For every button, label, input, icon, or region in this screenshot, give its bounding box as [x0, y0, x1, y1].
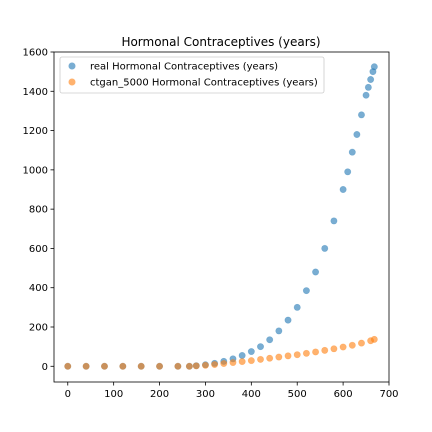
data-point-series-0 [302, 287, 310, 295]
data-point-series-0 [364, 83, 372, 91]
data-point-series-0 [266, 336, 274, 344]
legend-label-real: real Hormonal Contraceptives (years) [90, 62, 278, 73]
x-tick-label: 700 [379, 389, 398, 400]
data-point-series-1 [357, 339, 365, 347]
data-point-series-1 [185, 362, 193, 370]
data-point-series-1 [174, 362, 182, 370]
data-point-series-0 [284, 316, 292, 324]
legend: real Hormonal Contraceptives (years) ctg… [59, 56, 325, 94]
data-point-series-1 [293, 351, 301, 359]
data-point-series-1 [257, 355, 265, 363]
y-tick-label: 1600 [23, 48, 48, 59]
y-tick-label: 800 [29, 205, 48, 216]
legend-box [59, 56, 325, 94]
data-point-series-0 [362, 91, 370, 99]
data-point-series-0 [293, 303, 301, 311]
y-tick-label: 200 [29, 323, 48, 334]
data-point-series-1 [330, 345, 338, 353]
data-point-series-1 [82, 362, 90, 370]
data-point-series-0 [348, 148, 356, 156]
data-point-series-1 [238, 358, 246, 366]
data-point-series-0 [247, 348, 255, 356]
data-point-series-1 [348, 341, 356, 349]
data-point-series-1 [192, 362, 200, 370]
y-tick-label: 1000 [23, 165, 48, 176]
data-point-series-1 [339, 343, 347, 351]
x-tick-label: 400 [242, 389, 261, 400]
data-point-series-1 [156, 362, 164, 370]
data-point-series-1 [266, 354, 274, 362]
data-point-series-1 [247, 357, 255, 365]
data-point-series-1 [201, 361, 209, 369]
plot-area [54, 52, 389, 382]
data-point-series-0 [370, 63, 378, 71]
data-point-series-1 [284, 352, 292, 360]
x-tick-label: 200 [150, 389, 169, 400]
data-point-series-1 [64, 362, 72, 370]
data-point-series-0 [257, 343, 265, 351]
data-points [64, 63, 378, 370]
y-tick-label: 0 [42, 362, 48, 373]
y-tick-label: 400 [29, 283, 48, 294]
data-point-series-0 [312, 268, 320, 276]
data-point-series-1 [119, 362, 127, 370]
data-point-series-1 [211, 361, 219, 369]
y-tick-label: 1400 [23, 87, 48, 98]
data-point-series-1 [312, 348, 320, 356]
data-point-series-1 [321, 346, 329, 354]
data-point-series-1 [229, 359, 237, 367]
data-point-series-0 [321, 244, 329, 252]
data-point-series-1 [137, 362, 145, 370]
data-point-series-0 [339, 186, 347, 194]
y-tick-label: 600 [29, 244, 48, 255]
axes: 0 100 200 300 400 500 600 700 0 200 400 600 800 1000 1… [23, 48, 399, 401]
x-tick-label: 500 [288, 389, 307, 400]
x-tick-label: 300 [196, 389, 215, 400]
chart-title: Hormonal Contraceptives (years) [121, 35, 320, 49]
data-point-series-0 [275, 327, 283, 335]
data-point-series-0 [357, 111, 365, 119]
x-tick-label: 0 [65, 389, 71, 400]
data-point-series-1 [302, 349, 310, 357]
data-point-series-1 [275, 353, 283, 361]
legend-label-ctgan: ctgan_5000 Hormonal Contraceptives (year… [90, 78, 318, 89]
data-point-series-0 [367, 76, 375, 84]
legend-marker-ctgan [68, 78, 76, 86]
data-point-series-1 [370, 335, 378, 343]
data-point-series-0 [353, 131, 361, 139]
x-tick-label: 100 [104, 389, 123, 400]
legend-marker-real [68, 62, 76, 70]
y-tick-label: 1200 [23, 126, 48, 137]
data-point-series-1 [220, 360, 228, 368]
data-point-series-0 [330, 217, 338, 225]
data-point-series-0 [344, 168, 352, 176]
data-point-series-0 [238, 351, 246, 359]
data-point-series-1 [100, 362, 108, 370]
plot-frame [53, 51, 390, 383]
x-tick-label: 600 [334, 389, 353, 400]
